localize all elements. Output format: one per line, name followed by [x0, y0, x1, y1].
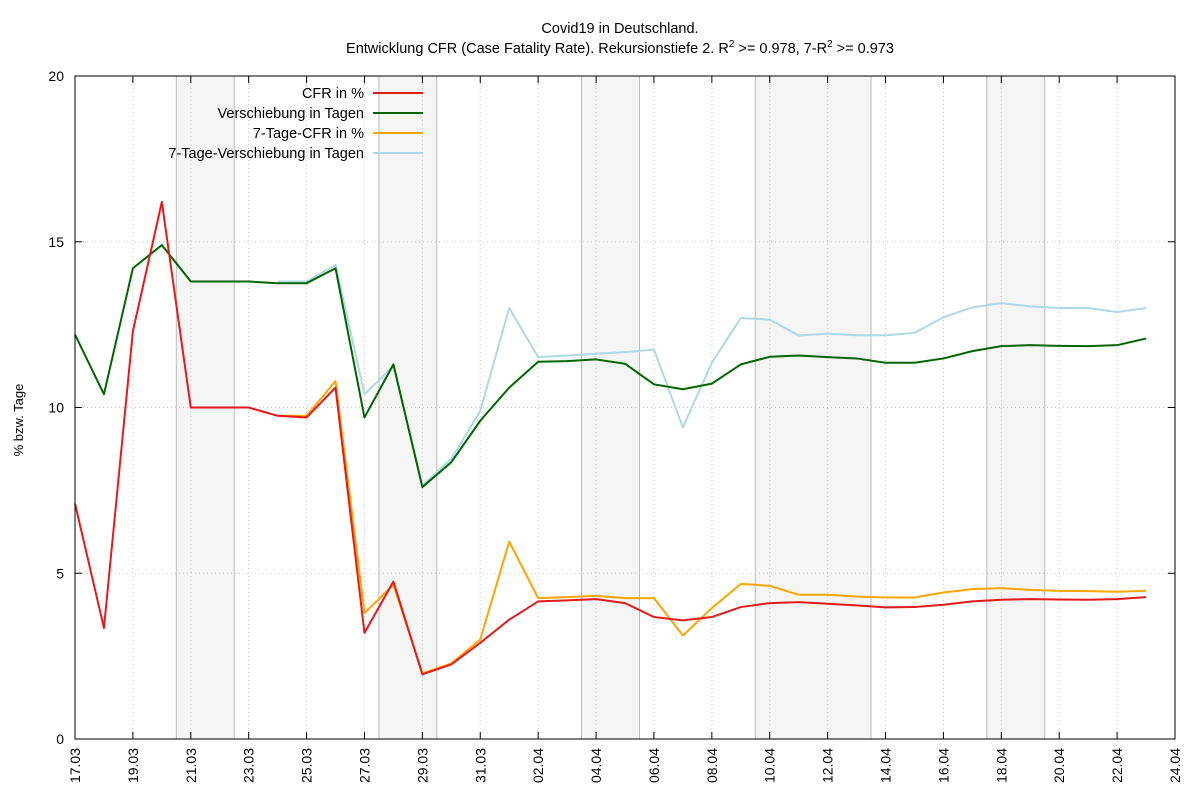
- y-axis-label: % bzw. Tage: [11, 384, 26, 457]
- x-tick-label: 29.03: [414, 748, 430, 783]
- chart-title: Covid19 in Deutschland.: [541, 21, 698, 37]
- x-tick-label: 08.04: [704, 748, 720, 783]
- x-tick-label: 27.03: [356, 748, 372, 783]
- weekend-band-4: [755, 76, 872, 739]
- legend-label-4: 7-Tage-Verschiebung in Tagen: [168, 146, 364, 162]
- x-tick-label: 02.04: [530, 748, 546, 783]
- series-line-1: [74, 200, 1147, 676]
- weekend-band-3: [581, 76, 640, 739]
- x-tick-label: 12.04: [820, 748, 836, 783]
- subtitle-mid: >= 0.978, 7-R: [734, 41, 827, 57]
- subtitle-sup-1: 2: [729, 39, 735, 50]
- x-tick-label: 31.03: [472, 748, 488, 783]
- x-tick-label: 21.03: [183, 748, 199, 783]
- x-tick-label: 24.04: [1167, 748, 1183, 783]
- x-tick-label: 19.03: [125, 748, 141, 783]
- subtitle-sup-2: 2: [827, 39, 833, 50]
- x-tick-label: 17.03: [67, 748, 83, 783]
- x-tick-label: 20.04: [1051, 748, 1067, 783]
- series-line-2: [74, 244, 1147, 489]
- legend-label-1: CFR in %: [302, 86, 364, 102]
- series-lines: [74, 200, 1147, 676]
- y-tick-label: 5: [56, 565, 64, 581]
- subtitle-suffix: >= 0.973: [833, 41, 894, 57]
- weekend-bands: [175, 76, 1046, 739]
- grid-lines: [75, 76, 1175, 739]
- x-tick-label: 23.03: [241, 748, 257, 783]
- legend: CFR in % Verschiebung in Tagen 7-Tage-CFR …: [168, 86, 423, 162]
- chart-subtitle: Entwicklung CFR (Case Fatality Rate). Re…: [346, 39, 894, 57]
- x-tick-label: 18.04: [993, 748, 1009, 783]
- legend-label-2: Verschiebung in Tagen: [218, 106, 364, 122]
- subtitle-prefix: Entwicklung CFR (Case Fatality Rate). Re…: [346, 41, 729, 57]
- x-tick-label: 10.04: [762, 748, 778, 783]
- x-tick-label: 06.04: [646, 748, 662, 783]
- y-tick-label: 20: [48, 68, 64, 84]
- x-tick-label: 22.04: [1109, 748, 1125, 783]
- axis-ticks: 0 5 10 15 20 17.03 19.03 21.03 23.03 25.03 27.03 29…: [48, 68, 1183, 783]
- y-tick-label: 0: [56, 731, 64, 747]
- x-tick-label: 14.04: [878, 748, 894, 783]
- x-tick-label: 16.04: [935, 748, 951, 783]
- legend-label-3: 7-Tage-CFR in %: [253, 126, 364, 142]
- x-tick-label: 25.03: [299, 748, 315, 783]
- y-tick-label: 10: [48, 400, 64, 416]
- x-tick-label: 04.04: [588, 748, 604, 783]
- y-tick-label: 15: [48, 234, 64, 250]
